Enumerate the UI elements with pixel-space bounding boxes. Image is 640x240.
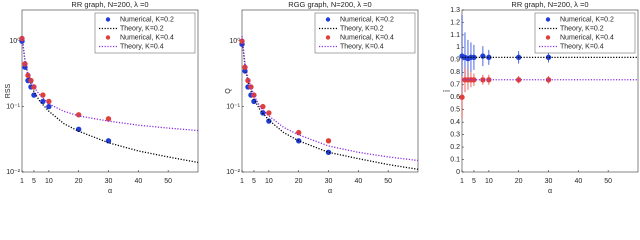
y-tick-label: 1.2 xyxy=(450,19,460,26)
y-tick-label: 10⁻¹ xyxy=(6,103,20,110)
y-tick-label: 0.6 xyxy=(450,94,460,101)
chart-title: RGG graph, N=200, λ =0 xyxy=(288,0,371,9)
x-tick-label: 30 xyxy=(105,178,113,185)
legend-swatch xyxy=(325,35,331,40)
x-tick-label: 5 xyxy=(32,178,36,185)
y-tick-label: 0.8 xyxy=(450,69,460,76)
data-point xyxy=(266,118,272,124)
data-point xyxy=(22,61,28,67)
legend-swatch xyxy=(545,35,551,40)
y-tick-label: 0.5 xyxy=(450,107,460,114)
data-point xyxy=(295,138,302,144)
data-point xyxy=(459,94,465,100)
x-tick-label: 50 xyxy=(164,178,172,185)
x-tick-label: 50 xyxy=(384,178,392,185)
data-point xyxy=(325,138,332,144)
x-tick-label: 30 xyxy=(325,178,333,185)
x-tick-label: 1 xyxy=(460,178,464,185)
legend xyxy=(94,12,196,54)
x-tick-label: 20 xyxy=(75,178,83,185)
x-tick-label: 5 xyxy=(252,178,256,185)
data-point xyxy=(25,72,31,79)
y-tick-label: 10⁻² xyxy=(6,169,20,176)
legend xyxy=(534,12,636,54)
y-axis-label: Q xyxy=(225,88,232,94)
legend xyxy=(314,12,416,54)
y-tick-label: 0.2 xyxy=(450,144,460,151)
data-point xyxy=(242,64,248,70)
y-tick-label: 0.3 xyxy=(450,131,460,138)
legend-label: Theory, K=0.4 xyxy=(560,43,604,50)
x-axis-label: α xyxy=(108,188,112,194)
y-tick-label: 0.1 xyxy=(450,156,460,163)
legend-label: Numerical, K=0.4 xyxy=(560,34,614,41)
chart-title: RR graph, N=200, λ =0 xyxy=(71,0,148,9)
x-tick-label: 40 xyxy=(134,178,142,185)
legend-swatch xyxy=(105,17,111,22)
y-tick-label: 0.7 xyxy=(450,82,460,89)
y-tick-label: 10⁰ xyxy=(229,37,240,45)
y-axis-label: RSS xyxy=(5,83,12,98)
y-tick-label: 0.4 xyxy=(450,119,460,126)
chart-title: RR graph, N=200, λ =0 xyxy=(511,0,588,9)
y-tick-label: 10⁻² xyxy=(226,169,240,176)
legend-label: Theory, K=0.4 xyxy=(340,43,384,50)
x-tick-label: 1 xyxy=(20,178,24,185)
legend-label: Theory, K=0.4 xyxy=(120,43,164,50)
x-tick-label: 40 xyxy=(574,178,582,185)
x-tick-label: 1 xyxy=(240,178,244,185)
x-axis-label: α xyxy=(328,188,332,194)
x-tick-label: 10 xyxy=(485,178,493,185)
legend-swatch xyxy=(105,35,111,40)
data-point xyxy=(105,116,112,122)
x-tick-label: 20 xyxy=(295,178,303,185)
legend-label: Numerical, K=0.2 xyxy=(560,16,614,23)
y-tick-label: 10⁻¹ xyxy=(226,103,240,110)
data-point xyxy=(46,103,52,110)
y-tick-label: 1.1 xyxy=(450,32,460,39)
legend-label: Theory, K=0.2 xyxy=(120,25,164,32)
legend-label: Numerical, K=0.4 xyxy=(340,34,394,41)
legend-label: Theory, K=0.2 xyxy=(340,25,384,32)
legend-swatch xyxy=(545,17,551,22)
y-tick-label: 10⁰ xyxy=(9,37,20,45)
y-tick-label: 0 xyxy=(456,169,460,176)
x-tick-label: 50 xyxy=(604,178,612,185)
y-tick-label: 1 xyxy=(456,44,460,51)
legend-label: Theory, K=0.2 xyxy=(560,25,604,32)
legend-label: Numerical, K=0.2 xyxy=(120,16,174,23)
x-tick-label: 40 xyxy=(354,178,362,185)
x-tick-label: 20 xyxy=(515,178,523,185)
y-axis-label: l̄ xyxy=(444,90,452,92)
x-tick-label: 10 xyxy=(265,178,273,185)
y-tick-label: 0.9 xyxy=(450,57,460,64)
legend-label: Numerical, K=0.4 xyxy=(120,34,174,41)
x-tick-label: 10 xyxy=(45,178,53,185)
x-tick-label: 5 xyxy=(472,178,476,185)
x-axis-label: α xyxy=(548,188,552,194)
data-point xyxy=(295,129,302,136)
x-tick-label: 30 xyxy=(545,178,553,185)
y-tick-label: 1.3 xyxy=(450,7,460,14)
legend-label: Numerical, K=0.2 xyxy=(340,16,394,23)
legend-swatch xyxy=(325,17,331,22)
theory-line xyxy=(241,35,419,162)
data-point xyxy=(245,77,251,84)
